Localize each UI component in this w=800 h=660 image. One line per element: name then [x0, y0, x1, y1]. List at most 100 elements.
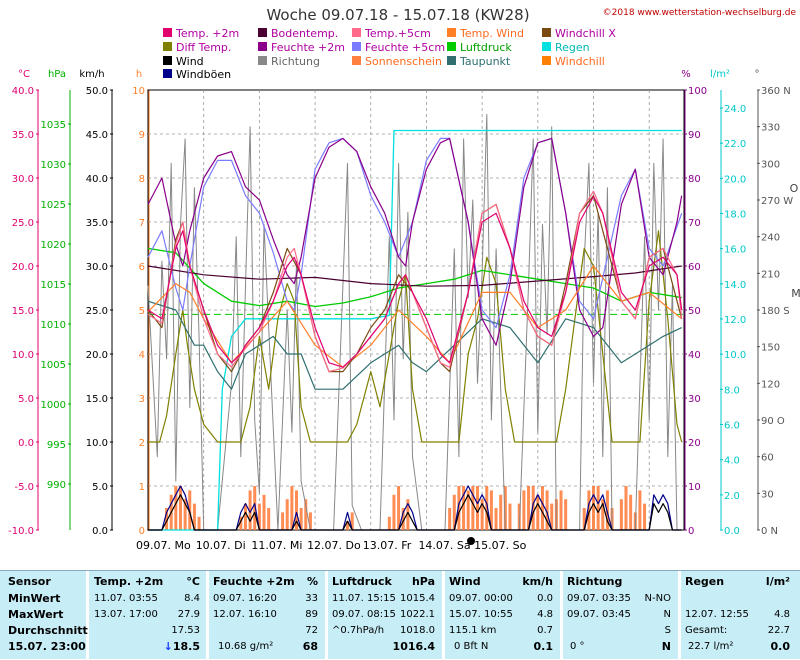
axis-tick-lm2: 0.0 — [724, 526, 740, 537]
axis-tick-lm2: 18.0 — [724, 210, 746, 221]
temp-max-value: 27.9 — [177, 609, 200, 620]
pressure-max-time: 09.07. 08:15 — [332, 609, 396, 620]
sunshine-bar — [457, 486, 461, 530]
axis-tick-hpa: 995 — [47, 440, 66, 451]
sunshine-bar — [638, 490, 642, 530]
x-label: 14.07. Sa — [418, 539, 470, 552]
axis-unit-lm2: l/m² — [710, 69, 730, 80]
axis-tick-deg: 360 N — [761, 86, 791, 97]
x-label: 11.07. Mi — [251, 539, 302, 552]
axis-tick-h: 2 — [139, 438, 145, 449]
wind-unit: km/h — [522, 575, 553, 588]
humidity-avg-value: 72 — [305, 625, 318, 636]
axis-tick-hpa: 1005 — [41, 360, 66, 371]
axis-tick-deg: 30 — [761, 489, 774, 500]
x-label: 09.07. Mo — [136, 539, 191, 552]
x-label: 12.07. Do — [307, 539, 361, 552]
sunshine-bar — [248, 490, 252, 530]
axis-tick-deg: 330 — [761, 123, 780, 134]
axis-tick-hpa: 1015 — [41, 280, 66, 291]
sunshine-bar — [582, 508, 586, 530]
axis-tick-h: 6 — [139, 262, 145, 273]
axis-unit-kmh: km/h — [79, 69, 104, 80]
direction-min-time: 09.07. 03:35 — [567, 593, 631, 604]
axis-tick-pct: 10 — [688, 482, 701, 493]
rain-current-value: 0.0 — [770, 640, 791, 653]
sunshine-bar — [531, 486, 535, 530]
axis-unit-pct: % — [681, 69, 691, 80]
axis-tick-c: 15.0 — [12, 306, 34, 317]
rain-total-value: 22.7 — [767, 625, 790, 636]
sunshine-bar — [559, 490, 563, 530]
sunshine-bar — [243, 503, 247, 530]
legend-label-windchill: Windchill — [555, 55, 605, 68]
sunshine-bar — [601, 499, 605, 530]
sunshine-bar — [522, 490, 526, 530]
x-axis-labels: 09.07. Mo 10.07. Di 11.07. Mi 12.07. Do 13.0… — [136, 539, 527, 552]
sunshine-bar — [406, 499, 410, 530]
legend: Temp. +2m Bodentemp. Temp.+5cm Temp. Wind Wi… — [163, 27, 616, 81]
legend-swatch-sonnenschein — [352, 56, 361, 65]
direction-max-time: 09.07. 03:45 — [567, 609, 631, 620]
sunshine-bar — [480, 499, 484, 530]
series-line-feuchte-2m — [147, 137, 683, 346]
humidity-max-value: 89 — [305, 609, 318, 620]
side-mark-m: M — [791, 287, 800, 300]
axis-tick-pct: 100 — [688, 86, 707, 97]
pressure-min-value: 1015.4 — [400, 593, 435, 604]
legend-label-diff-temp: Diff Temp. — [176, 41, 231, 54]
humidity-absolute: 10.68 g/m² — [218, 641, 274, 652]
axis-tick-h: 10 — [132, 86, 145, 97]
direction-header: Richtung — [567, 575, 623, 588]
legend-label-richtung: Richtung — [271, 55, 320, 68]
sunshine-bar — [564, 499, 568, 530]
axis-tick-deg: 150 — [761, 343, 780, 354]
sunshine-bar — [392, 494, 396, 530]
sunshine-bar — [517, 503, 521, 530]
sunshine-bar — [462, 486, 466, 530]
trend-down-icon: ↓ — [163, 640, 173, 653]
sunshine-bar — [503, 486, 507, 530]
column-separator — [86, 571, 89, 660]
legend-swatch-temp-2m — [163, 28, 172, 37]
series-line-diff-temp — [148, 230, 683, 443]
legend-swatch-diff-temp — [163, 42, 172, 51]
pressure-current-value: 1016.4 — [392, 640, 435, 653]
axis-tick-kmh: 0.0 — [92, 526, 108, 537]
axis-tick-h: 8 — [139, 174, 145, 185]
legend-label-windb-en: Windböen — [176, 68, 231, 81]
sunshine-bar — [624, 486, 628, 530]
axis-tick-lm2: 22.0 — [724, 139, 746, 150]
copyright-link[interactable]: ©2018 www.wetterstation-wechselburg.de — [603, 8, 797, 18]
axis-tick-c: 10.0 — [12, 350, 34, 361]
legend-swatch-richtung — [258, 56, 267, 65]
sunshine-bar — [387, 516, 391, 530]
legend-swatch-windb-en — [163, 69, 172, 78]
temp-min-time: 11.07. 03:55 — [94, 593, 158, 604]
axis-tick-c: 0.0 — [18, 438, 34, 449]
pressure-trend: ^0.7hPa/h — [332, 625, 385, 636]
rain-header: Regen — [685, 575, 725, 588]
axis-tick-c: 30.0 — [12, 174, 34, 185]
axis-tick-lm2: 6.0 — [724, 421, 740, 432]
humidity-min-time: 09.07. 16:20 — [213, 593, 277, 604]
axis-tick-lm2: 2.0 — [724, 491, 740, 502]
pressure-avg-value: 1018.0 — [400, 625, 435, 636]
sunshine-bar — [508, 503, 512, 530]
series-line-taupunkt — [147, 300, 682, 390]
axis-tick-deg: 0 N — [761, 526, 778, 537]
axis-tick-h: 4 — [139, 350, 145, 361]
axis-tick-pct: 30 — [688, 394, 701, 405]
stats-table: Sensor MinWert MaxWert Durchschnitt 15.0… — [0, 570, 800, 660]
axis-tick-h: 7 — [139, 218, 145, 229]
axis-tick-lm2: 14.0 — [724, 280, 746, 291]
sunshine-bar — [494, 508, 498, 530]
sunshine-bar — [350, 512, 354, 530]
axis-tick-lm2: 20.0 — [724, 174, 746, 185]
sunshine-bar — [197, 516, 201, 530]
axis-tick-hpa: 1000 — [41, 400, 66, 411]
row-label-avg: Durchschnitt — [8, 624, 88, 637]
axis-tick-c: -5.0 — [14, 482, 34, 493]
axis-tick-h: 0 — [139, 526, 145, 537]
sunshine-bar — [174, 486, 178, 530]
